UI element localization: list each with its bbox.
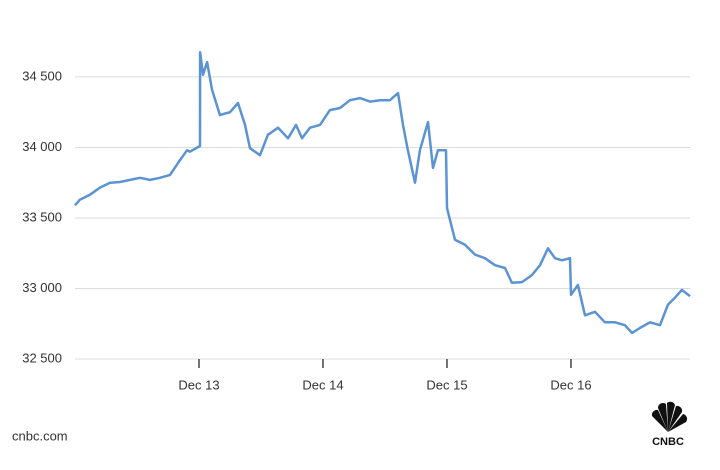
x-tick-label: Dec 13 bbox=[178, 377, 219, 392]
y-tick-label: 33 000 bbox=[22, 280, 62, 295]
line bbox=[74, 50, 691, 335]
x-tick-label: Dec 15 bbox=[426, 377, 467, 392]
logo-text: CNBC bbox=[652, 436, 684, 448]
y-tick-label: 33 500 bbox=[22, 209, 62, 224]
x-tick-label: Dec 16 bbox=[550, 377, 591, 392]
source: cnbc.com bbox=[12, 428, 68, 443]
logo: CNBC bbox=[651, 401, 688, 448]
x-tick-label: Dec 14 bbox=[302, 377, 343, 392]
y-tick-label: 34 500 bbox=[22, 68, 62, 83]
y-tick-label: 32 500 bbox=[22, 350, 62, 365]
y-tick-label: 34 000 bbox=[22, 139, 62, 154]
